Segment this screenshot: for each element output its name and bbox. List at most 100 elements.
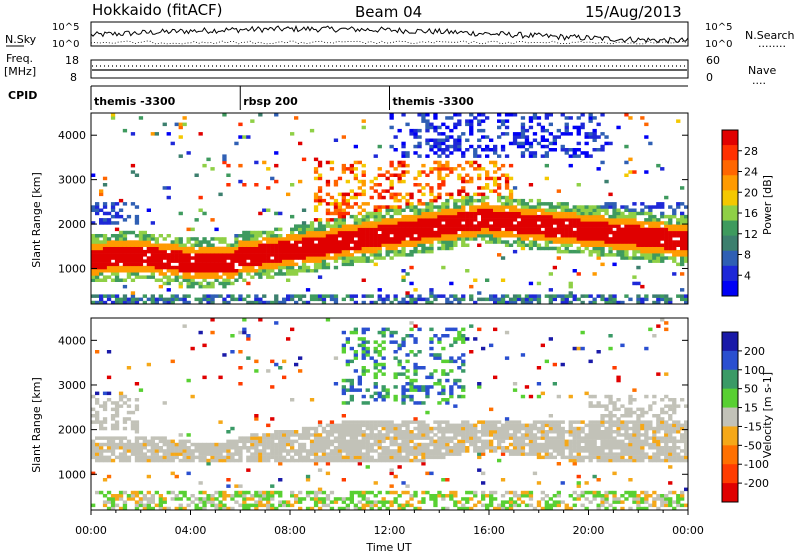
velocity-cell <box>409 494 414 498</box>
velocity-cell <box>441 430 446 434</box>
velocity-cell <box>473 433 478 437</box>
velocity-cell <box>381 436 386 440</box>
power-cell <box>441 214 446 219</box>
velocity-cell <box>437 436 442 440</box>
velocity-cell <box>540 455 545 460</box>
power-cell <box>329 195 335 200</box>
velocity-cell <box>317 433 323 437</box>
velocity-cell <box>401 430 406 434</box>
velocity-cell <box>516 442 522 447</box>
power-cell <box>540 128 545 133</box>
power-cell <box>282 259 287 263</box>
velocity-cell <box>453 433 458 437</box>
power-cell <box>274 237 279 241</box>
velocity-cell <box>429 337 434 341</box>
power-cell <box>214 259 219 263</box>
power-cell <box>95 256 100 260</box>
power-cell <box>540 138 545 142</box>
velocity-cell <box>377 353 382 357</box>
power-cell <box>516 214 522 219</box>
power-cell <box>584 237 589 241</box>
power-cell <box>536 281 542 286</box>
velocity-cell <box>397 433 402 437</box>
power-cell <box>588 227 593 232</box>
velocity-cell <box>540 433 545 437</box>
velocity-cell <box>401 455 406 460</box>
power-cell <box>532 138 538 142</box>
power-cell <box>548 246 553 251</box>
power-cell <box>616 240 621 244</box>
power-cell <box>417 128 422 133</box>
velocity-cell <box>341 497 346 501</box>
power-cell <box>413 243 418 247</box>
power-cell <box>592 272 597 276</box>
velocity-cell <box>445 372 450 376</box>
power-cell <box>528 119 534 123</box>
power-cell <box>437 227 442 232</box>
velocity-cell <box>254 506 259 510</box>
power-cell <box>465 119 470 123</box>
power-cell <box>385 189 390 193</box>
velocity-cell <box>413 449 418 453</box>
power-cell <box>357 230 362 235</box>
velocity-cell <box>134 490 140 495</box>
velocity-cell <box>385 506 390 510</box>
velocity-cell <box>401 503 406 508</box>
power-cell <box>110 269 116 273</box>
velocity-cell <box>286 430 291 434</box>
power-cell <box>286 297 291 302</box>
power-cell <box>652 246 657 251</box>
power-cell <box>234 240 239 244</box>
velocity-cell <box>469 350 474 354</box>
power-cell <box>361 237 366 241</box>
power-cell <box>560 300 565 304</box>
velocity-cell <box>377 423 382 428</box>
velocity-cell <box>262 436 267 440</box>
power-cell <box>540 125 545 130</box>
velocity-cell <box>473 490 478 495</box>
power-cell <box>624 173 629 177</box>
power-cell <box>564 294 569 298</box>
velocity-cell <box>568 449 573 453</box>
power-cell <box>544 211 549 216</box>
power-cell <box>445 214 450 219</box>
power-cell <box>341 237 346 241</box>
power-cell <box>305 253 311 257</box>
velocity-cell <box>234 458 239 463</box>
velocity-cell <box>441 426 446 431</box>
velocity-cell <box>457 430 462 434</box>
power-cell <box>461 189 466 193</box>
power-cell <box>246 294 251 298</box>
velocity-cell <box>361 353 366 357</box>
power-cell <box>624 113 629 117</box>
power-cell <box>313 230 319 235</box>
power-cell <box>437 195 442 200</box>
velocity-cell <box>286 458 291 463</box>
power-cell <box>357 256 362 260</box>
velocity-cell <box>99 426 104 431</box>
power-cell <box>668 243 673 247</box>
velocity-cell <box>321 449 327 453</box>
velocity-cell <box>445 420 450 424</box>
power-cell <box>393 148 398 152</box>
power-cell <box>282 237 287 241</box>
noise-sky-trace <box>90 25 689 45</box>
power-cell <box>345 253 350 257</box>
power-cell <box>397 173 402 177</box>
velocity-cell <box>385 420 390 424</box>
power-cell <box>433 198 438 203</box>
power-cell <box>345 179 350 184</box>
power-cell <box>321 237 327 241</box>
power-cell <box>524 227 530 232</box>
power-cell <box>680 243 685 247</box>
power-cell <box>282 246 287 251</box>
velocity-cell <box>270 449 275 453</box>
power-cell <box>596 218 601 222</box>
power-cell <box>270 262 275 267</box>
velocity-cell <box>489 442 494 447</box>
power-cell <box>564 151 569 155</box>
power-cell <box>544 176 549 181</box>
velocity-cell <box>437 449 442 453</box>
power-cell <box>536 297 542 302</box>
power-cell <box>500 230 506 235</box>
